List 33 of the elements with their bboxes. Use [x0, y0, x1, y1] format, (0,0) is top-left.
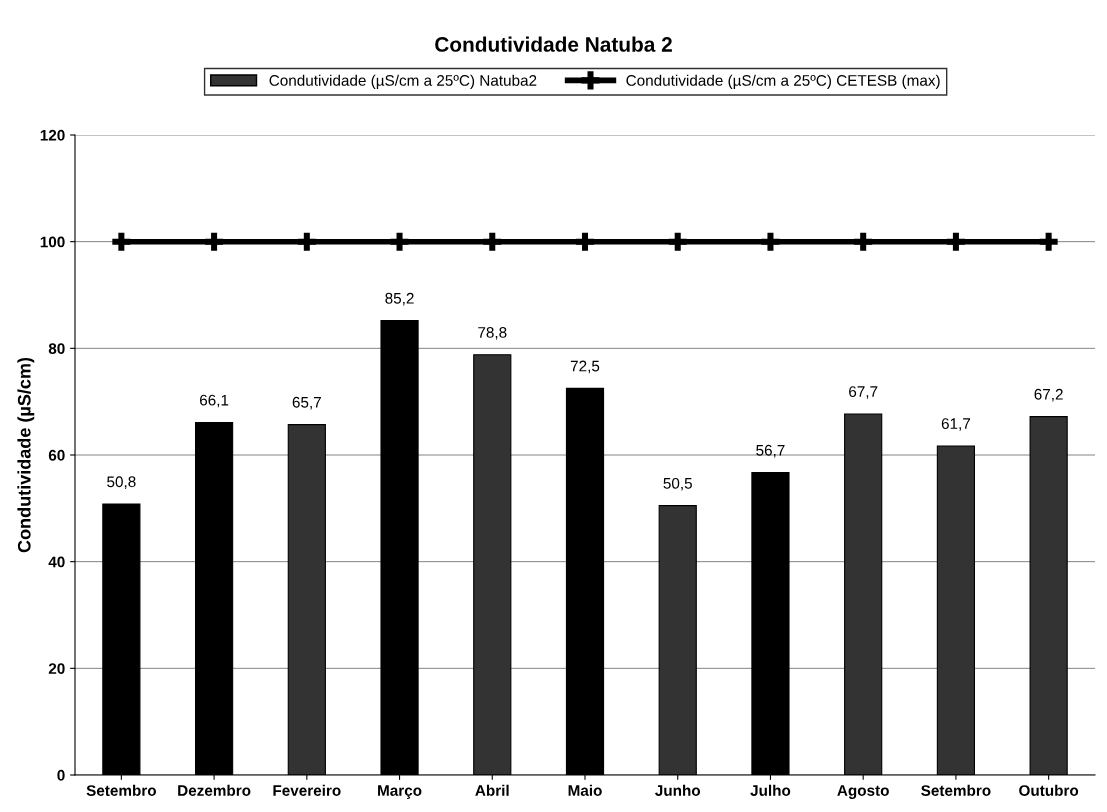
- y-tick-label: 100: [40, 236, 65, 248]
- y-tick-label: 40: [48, 556, 65, 568]
- x-tick-label: Fevereiro: [273, 784, 341, 796]
- data-label: 50,5: [663, 477, 692, 491]
- data-label: 50,8: [107, 476, 136, 489]
- data-label: 61,7: [941, 418, 971, 431]
- x-tick-label: Dezembro: [178, 784, 251, 796]
- x-tick-label: Agosto: [837, 785, 889, 799]
- data-label: 67,7: [849, 386, 878, 399]
- y-tick-label: 0: [57, 769, 65, 781]
- data-label: 65,7: [292, 396, 321, 410]
- x-tick-label: Maio: [568, 784, 602, 796]
- legend-label: Condutividade (µS/cm a 25ºC) Natuba2: [269, 74, 537, 89]
- y-tick-label: 60: [48, 449, 65, 461]
- x-tick-label: Abril: [475, 784, 509, 796]
- chart-title: Condutividade Natuba 2: [435, 36, 672, 52]
- data-label: 67,2: [1034, 388, 1063, 402]
- legend-label: Condutividade (µS/cm a 25ºC) CETESB (max): [626, 74, 940, 89]
- x-tick-label: Setembro: [86, 784, 156, 796]
- y-axis-title: Condutividade (µS/cm): [17, 357, 35, 553]
- data-label: 56,7: [756, 444, 785, 458]
- data-label: 66,1: [200, 394, 229, 408]
- x-tick-label: Março: [378, 785, 422, 799]
- y-tick-label: 80: [48, 343, 65, 355]
- x-tick-label: Junho: [655, 784, 701, 796]
- y-tick-label: 20: [48, 663, 65, 675]
- data-label: 72,5: [570, 360, 600, 374]
- x-tick-label: Julho: [750, 784, 791, 796]
- x-tick-label: Outubro: [1019, 784, 1079, 796]
- y-tick-label: 120: [40, 129, 65, 141]
- data-label: 85,2: [385, 292, 414, 306]
- x-tick-label: Setembro: [921, 784, 991, 796]
- data-label: 78,8: [478, 327, 507, 340]
